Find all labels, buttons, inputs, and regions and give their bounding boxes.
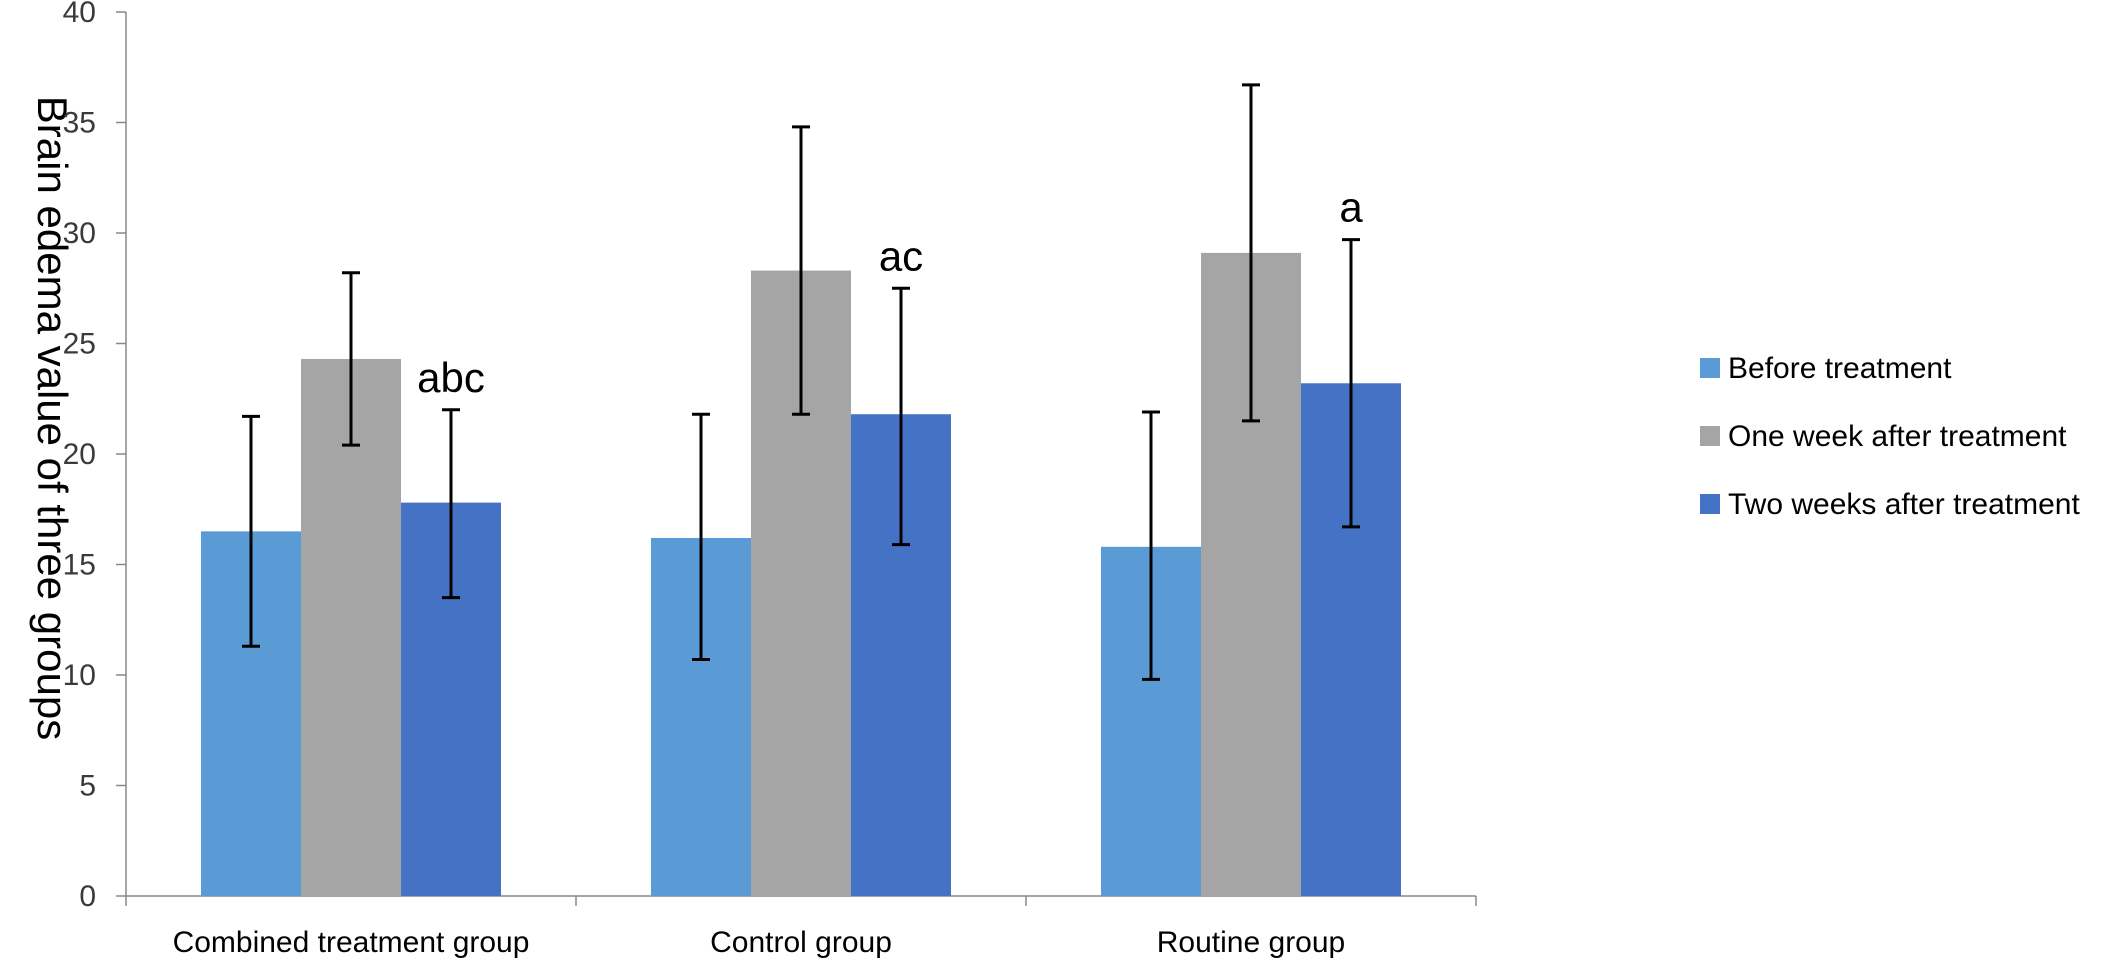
x-tick-label: Combined treatment group (173, 926, 530, 959)
legend-swatch (1700, 358, 1720, 378)
plot-area: 0 5 10 15 20 25 30 35 40 Combined treatment group… (63, 0, 1477, 959)
y-axis-title: Brain edema value of three groups (29, 96, 76, 740)
legend-label: One week after treatment (1728, 420, 2067, 453)
y-tick-label: 40 (63, 0, 96, 29)
legend-label: Before treatment (1728, 352, 1952, 385)
significance-annotation: a (1339, 184, 1363, 231)
y-axis-title-group: Brain edema value of three groups (29, 96, 76, 740)
legend-swatch (1700, 426, 1720, 446)
y-tick-label: 35 (63, 107, 96, 140)
y-tick-label: 0 (79, 880, 96, 913)
y-tick-label: 15 (63, 549, 96, 582)
y-tick-label: 10 (63, 659, 96, 692)
legend-swatch (1700, 494, 1720, 514)
significance-annotation: ac (879, 232, 923, 279)
y-tick-label: 20 (63, 438, 96, 471)
bar (301, 358, 401, 897)
significance-annotation: abc (417, 354, 485, 401)
x-tick-label: Control group (710, 926, 892, 959)
legend: Before treatment One week after treatment… (1700, 352, 2080, 521)
legend-label: Two weeks after treatment (1728, 488, 2080, 521)
y-tick-label: 30 (63, 217, 96, 250)
y-tick-label: 25 (63, 328, 96, 361)
x-tick-label: Routine group (1157, 926, 1345, 959)
y-tick-label: 5 (79, 770, 96, 803)
